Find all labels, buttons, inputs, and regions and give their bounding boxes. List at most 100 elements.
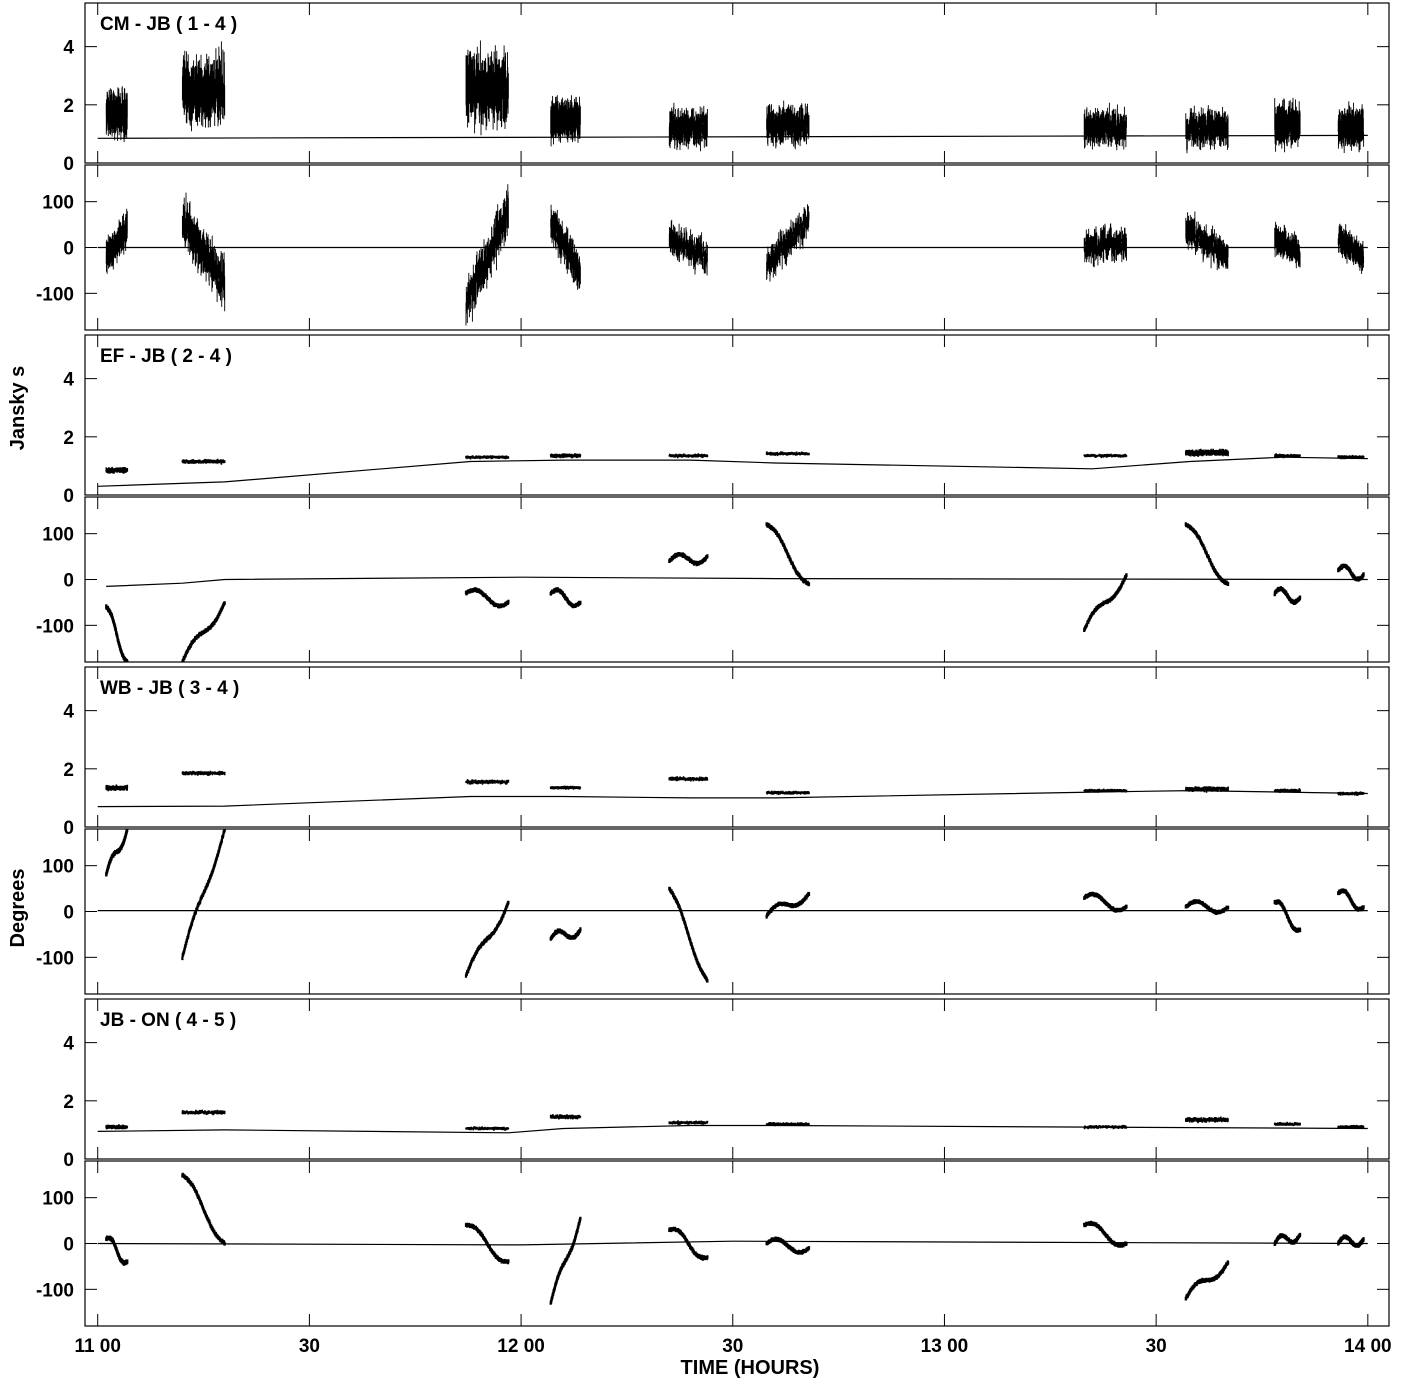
- baseline-panel: 0 2 4 -100 0 100 JB - ON ( 4 - 5 ): [36, 998, 1390, 1327]
- phase-y-tick-label: 0: [63, 903, 74, 924]
- amplitude-scan-data: [668, 102, 708, 152]
- amplitude-scan-data: [465, 455, 510, 460]
- phase-scan-data: [1337, 223, 1365, 274]
- amplitude-scan-data: [765, 1122, 810, 1127]
- amplitude-scan-data: [668, 1120, 709, 1126]
- amp-y-tick-label: 2: [63, 96, 74, 117]
- y-axis-title-amplitude: Jansky s: [7, 366, 29, 451]
- amplitude-scan-data: [465, 779, 510, 785]
- phase-scan-data: [1083, 573, 1128, 632]
- x-tick-label: 14 00: [1344, 1336, 1392, 1357]
- phase-scan-data: [1337, 888, 1365, 912]
- phase-frame: [84, 828, 1390, 995]
- phase-scan-data: [1274, 221, 1301, 269]
- phase-y-tick-label: -100: [36, 284, 74, 305]
- phase-y-tick-label: -100: [36, 616, 74, 637]
- phase-scan-data: [181, 829, 226, 961]
- phase-scan-data: [549, 587, 582, 609]
- amplitude-frame: [84, 334, 1390, 496]
- phase-y-tick-label: -100: [36, 1280, 74, 1301]
- amplitude-scan-data: [550, 95, 581, 147]
- phase-scan-data: [464, 587, 510, 609]
- phase-scan-data: [765, 891, 811, 919]
- phase-frame: [84, 1160, 1390, 1327]
- amplitude-scan-data: [668, 776, 709, 782]
- phase-scan-data: [765, 522, 811, 587]
- amp-y-tick-label: 4: [63, 1034, 74, 1055]
- amp-y-tick-label: 4: [63, 702, 74, 723]
- x-tick-label: 30: [1146, 1336, 1167, 1357]
- amplitude-scan-data: [1273, 1121, 1301, 1127]
- phase-scan-data: [1184, 1260, 1230, 1301]
- phase-scan-data: [181, 192, 226, 312]
- amplitude-scan-data: [105, 1124, 129, 1130]
- amplitude-scan-data: [1337, 1124, 1365, 1129]
- amplitude-frame: [84, 998, 1390, 1160]
- phase-scan-data: [549, 1216, 582, 1305]
- phase-scan-data: [105, 1235, 129, 1266]
- amp-y-tick-label: 4: [63, 370, 74, 391]
- phase-scan-data: [1184, 522, 1230, 586]
- amplitude-model-line: [97, 456, 1368, 487]
- baseline-title: CM - JB ( 1 - 4 ): [100, 14, 237, 35]
- y-axis-title-phase: Degrees: [7, 869, 29, 948]
- panels-layer: 0 2 4 -100 0 100 CM - JB ( 1 - 4 ) 0 2 4 -100 0 100 E…: [36, 2, 1390, 1327]
- x-tick-label: 12 00: [497, 1336, 545, 1357]
- phase-scan-data: [1337, 563, 1365, 582]
- phase-scan-data: [1184, 899, 1230, 915]
- amplitude-scan-data: [668, 453, 709, 459]
- phase-scan-data: [668, 552, 709, 567]
- x-tick-label: 11 00: [74, 1336, 121, 1357]
- phase-scan-data: [1083, 1220, 1128, 1248]
- amplitude-scan-data: [1337, 101, 1365, 153]
- phase-model-line: [106, 576, 1368, 587]
- phase-scan-data: [1083, 891, 1128, 913]
- x-axis: 11 00 30 12 00 30 13 00 30 14 00: [74, 1336, 1391, 1357]
- phase-scan-data: [1273, 899, 1302, 933]
- amplitude-scan-data: [1083, 453, 1128, 459]
- x-axis-title: TIME (HOURS): [681, 1357, 820, 1379]
- amplitude-scan-data: [765, 790, 810, 796]
- phase-scan-data: [668, 1226, 709, 1261]
- phase-scan-data: [766, 204, 810, 282]
- amplitude-scan-data: [765, 451, 810, 457]
- phase-y-tick-label: 0: [63, 1235, 74, 1256]
- phase-y-tick-label: 100: [42, 1189, 74, 1210]
- amplitude-scan-data: [549, 785, 582, 790]
- baseline-panel: 0 2 4 -100 0 100 CM - JB ( 1 - 4 ): [36, 2, 1390, 331]
- phase-y-tick-label: 100: [42, 857, 74, 878]
- phase-y-tick-label: 0: [63, 571, 74, 592]
- phase-scan-data: [1273, 1232, 1302, 1246]
- amp-y-tick-label: 0: [63, 154, 74, 175]
- phase-scan-data: [550, 204, 581, 290]
- phase-y-tick-label: 100: [42, 525, 74, 546]
- amp-y-tick-label: 0: [63, 1150, 74, 1171]
- amplitude-scan-data: [1185, 105, 1229, 154]
- phase-scan-data: [181, 1172, 226, 1246]
- amplitude-scan-data: [1185, 1116, 1229, 1124]
- x-tick-label: 30: [722, 1336, 743, 1357]
- baseline-title: EF - JB ( 2 - 4 ): [100, 346, 232, 367]
- amplitude-scan-data: [1083, 102, 1127, 151]
- amp-y-tick-label: 4: [63, 38, 74, 59]
- baseline-panel: 0 2 4 -100 0 100 EF - JB ( 2 - 4 ): [36, 334, 1390, 663]
- amplitude-scan-data: [1274, 97, 1301, 153]
- amp-y-tick-label: 2: [63, 428, 74, 449]
- amplitude-scan-data: [1185, 448, 1229, 457]
- phase-scan-data: [465, 184, 509, 326]
- phase-scan-data: [1337, 1234, 1365, 1248]
- baseline-title: WB - JB ( 3 - 4 ): [100, 678, 239, 699]
- amplitude-scan-data: [181, 41, 226, 132]
- phase-scan-data: [105, 604, 129, 662]
- phase-scan-data: [765, 1236, 811, 1255]
- amplitude-scan-data: [105, 784, 129, 792]
- phase-y-tick-label: 100: [42, 193, 74, 214]
- amplitude-scan-data: [549, 1114, 582, 1120]
- amplitude-scan-data: [465, 40, 509, 136]
- baseline-title: JB - ON ( 4 - 5 ): [100, 1010, 236, 1031]
- phase-scan-data: [464, 1222, 510, 1265]
- amplitude-scan-data: [1273, 788, 1301, 793]
- phase-scan-data: [549, 927, 582, 941]
- baseline-panel: 0 2 4 -100 0 100 WB - JB ( 3 - 4 ): [36, 666, 1390, 995]
